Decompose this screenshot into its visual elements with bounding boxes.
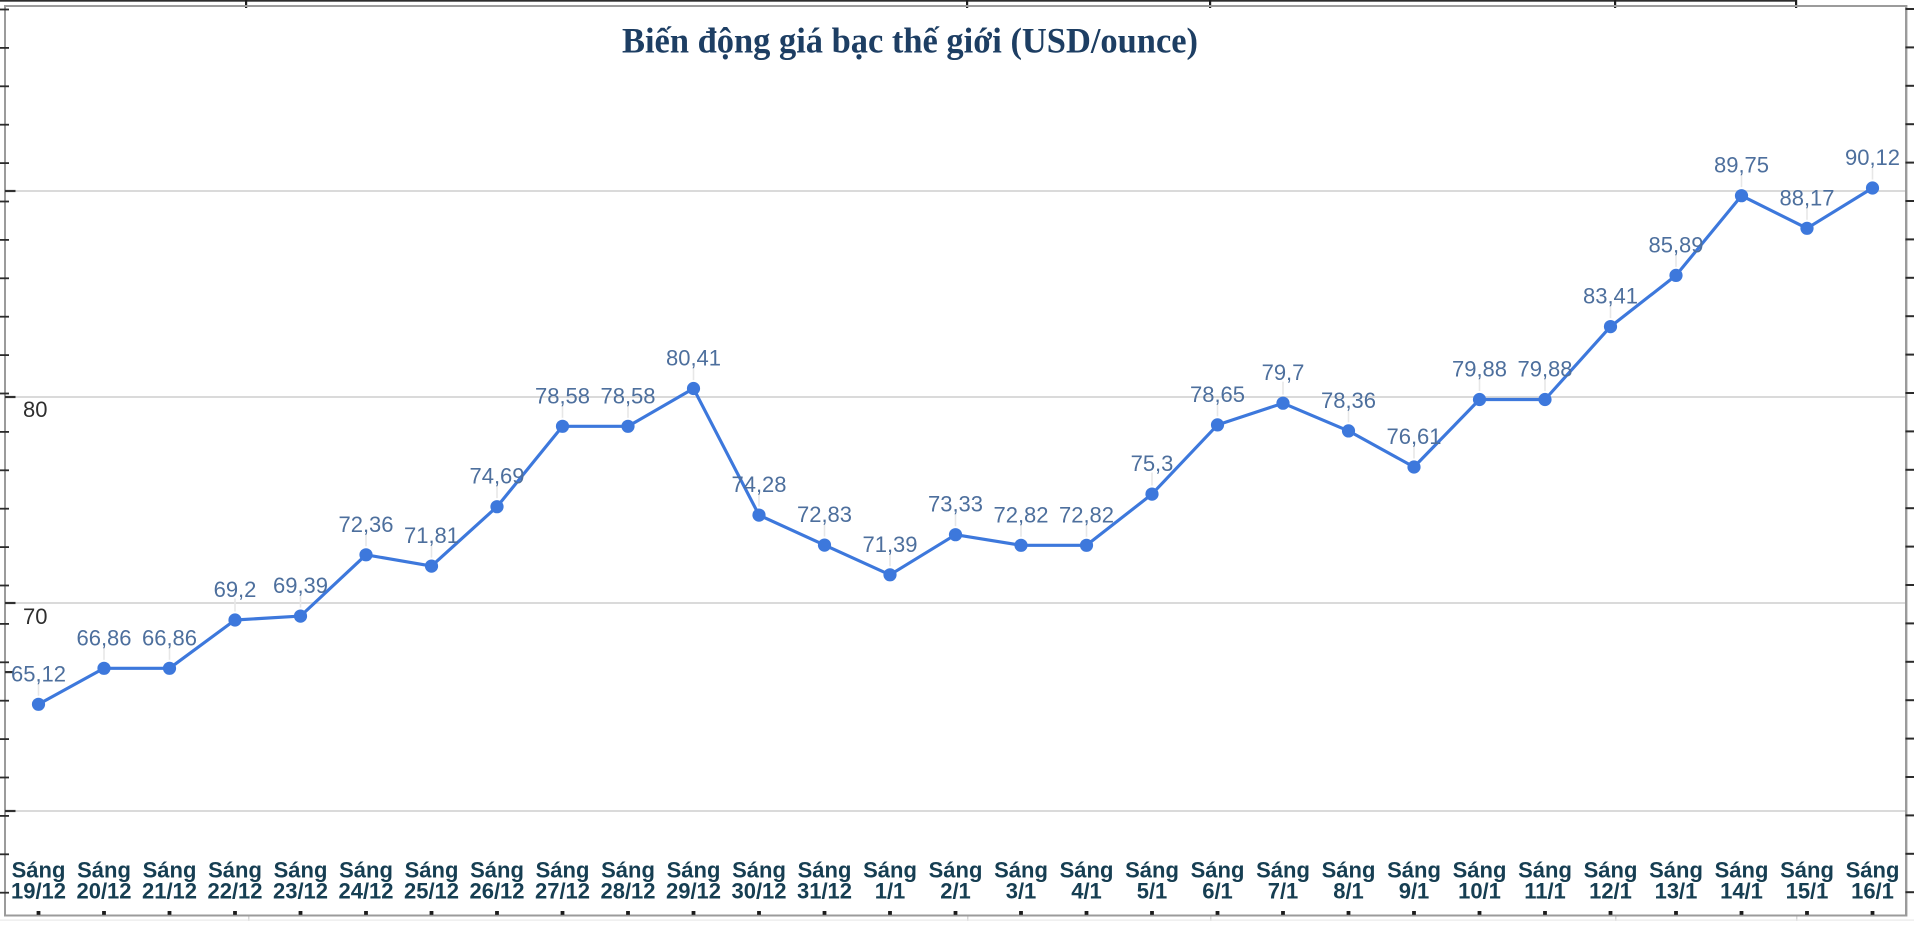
svg-text:14/1: 14/1 <box>1720 879 1763 904</box>
svg-text:1/1: 1/1 <box>875 879 906 904</box>
svg-text:83,41: 83,41 <box>1583 284 1638 309</box>
svg-text:72,83: 72,83 <box>797 502 852 527</box>
svg-text:25/12: 25/12 <box>404 879 459 904</box>
svg-text:Biến động giá bạc thế giới (US: Biến động giá bạc thế giới (USD/ounce) <box>622 21 1198 61</box>
svg-text:5/1: 5/1 <box>1137 879 1168 904</box>
svg-text:11/1: 11/1 <box>1524 879 1566 904</box>
svg-text:88,17: 88,17 <box>1779 185 1834 210</box>
svg-text:89,75: 89,75 <box>1714 153 1769 178</box>
svg-text:21/12: 21/12 <box>142 879 197 904</box>
svg-text:12/1: 12/1 <box>1589 879 1632 904</box>
svg-text:79,88: 79,88 <box>1517 357 1572 382</box>
svg-text:23/12: 23/12 <box>273 879 328 904</box>
svg-text:4/1: 4/1 <box>1071 879 1102 904</box>
svg-text:78,58: 78,58 <box>535 383 590 408</box>
svg-text:66,86: 66,86 <box>142 625 197 650</box>
svg-text:69,2: 69,2 <box>214 577 257 602</box>
svg-text:19/12: 19/12 <box>11 879 66 904</box>
svg-text:28/12: 28/12 <box>600 879 655 904</box>
svg-text:8/1: 8/1 <box>1333 879 1364 904</box>
svg-text:74,69: 74,69 <box>469 464 524 489</box>
svg-text:6/1: 6/1 <box>1202 879 1233 904</box>
svg-text:79,7: 79,7 <box>1262 360 1305 385</box>
svg-text:16/1: 16/1 <box>1851 879 1894 904</box>
svg-text:66,86: 66,86 <box>76 625 131 650</box>
svg-text:13/1: 13/1 <box>1655 879 1698 904</box>
svg-text:30/12: 30/12 <box>731 879 786 904</box>
svg-text:2/1: 2/1 <box>940 879 971 904</box>
svg-text:80,41: 80,41 <box>666 346 721 371</box>
svg-text:27/12: 27/12 <box>535 879 590 904</box>
svg-text:20/12: 20/12 <box>76 879 131 904</box>
svg-text:31/12: 31/12 <box>797 879 852 904</box>
svg-text:72,82: 72,82 <box>1059 502 1114 527</box>
svg-text:80: 80 <box>23 397 47 422</box>
svg-text:65,12: 65,12 <box>11 661 66 686</box>
svg-text:15/1: 15/1 <box>1786 879 1829 904</box>
svg-text:71,39: 71,39 <box>862 532 917 557</box>
svg-text:73,33: 73,33 <box>928 492 983 517</box>
svg-text:76,61: 76,61 <box>1386 424 1441 449</box>
svg-text:9/1: 9/1 <box>1399 879 1430 904</box>
svg-text:3/1: 3/1 <box>1006 879 1037 904</box>
svg-text:72,36: 72,36 <box>338 512 393 537</box>
svg-text:7/1: 7/1 <box>1268 879 1299 904</box>
svg-text:78,36: 78,36 <box>1321 388 1376 413</box>
svg-text:69,39: 69,39 <box>273 573 328 598</box>
svg-text:71,81: 71,81 <box>404 523 459 548</box>
svg-text:22/12: 22/12 <box>207 879 262 904</box>
svg-text:26/12: 26/12 <box>469 879 524 904</box>
svg-text:79,88: 79,88 <box>1452 357 1507 382</box>
svg-text:78,58: 78,58 <box>600 383 655 408</box>
svg-text:85,89: 85,89 <box>1648 232 1703 257</box>
svg-text:24/12: 24/12 <box>338 879 393 904</box>
svg-text:72,82: 72,82 <box>993 502 1048 527</box>
svg-text:10/1: 10/1 <box>1458 879 1501 904</box>
svg-text:78,65: 78,65 <box>1190 382 1245 407</box>
svg-text:75,3: 75,3 <box>1131 451 1174 476</box>
svg-text:90,12: 90,12 <box>1845 145 1900 170</box>
svg-text:70: 70 <box>23 604 47 629</box>
svg-text:74,28: 74,28 <box>731 472 786 497</box>
svg-text:29/12: 29/12 <box>666 879 721 904</box>
